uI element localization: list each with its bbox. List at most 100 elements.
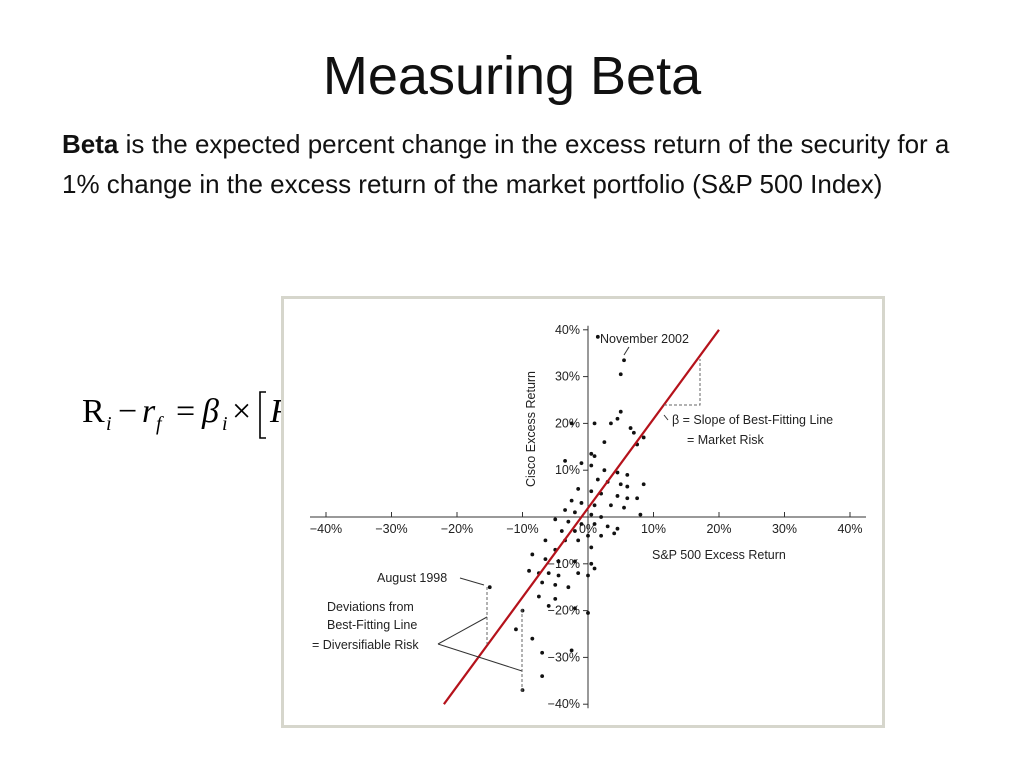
- data-point: [602, 440, 607, 445]
- y-tick-label: −10%: [548, 557, 580, 571]
- x-axis-label: S&P 500 Excess Return: [652, 548, 786, 562]
- data-point: [546, 571, 551, 576]
- best-fit-line: [443, 329, 720, 705]
- formula-r1: r: [142, 393, 156, 430]
- data-point: [573, 510, 577, 515]
- data-point: [579, 461, 584, 466]
- annotation-beta-2: = Market Risk: [687, 433, 765, 447]
- formula-R: R: [82, 393, 105, 430]
- formula-sub-i2: i: [222, 413, 228, 435]
- data-point: [618, 482, 623, 487]
- data-point: [569, 421, 574, 426]
- data-point: [602, 468, 607, 473]
- data-point: [487, 585, 492, 590]
- data-point: [566, 519, 571, 524]
- formula-equals: =: [176, 393, 195, 430]
- data-point: [569, 498, 574, 503]
- data-point: [589, 451, 594, 456]
- annotation-deviations-1: Deviations from: [327, 600, 414, 614]
- data-point: [543, 557, 548, 562]
- data-point: [609, 421, 613, 426]
- data-point: [563, 508, 567, 512]
- data-point: [576, 571, 581, 576]
- y-tick-label: −20%: [548, 604, 580, 618]
- y-tick-label: −40%: [548, 697, 580, 711]
- data-point: [573, 606, 577, 611]
- data-point: [543, 538, 548, 543]
- data-point: [540, 674, 545, 679]
- data-point: [546, 604, 551, 608]
- data-point: [573, 529, 577, 533]
- data-point: [622, 358, 626, 363]
- data-point: [589, 489, 594, 494]
- data-point: [576, 487, 581, 491]
- data-point: [573, 559, 577, 564]
- data-point: [638, 512, 643, 517]
- data-point: [615, 494, 620, 498]
- formula-minus1: −: [118, 393, 137, 430]
- data-point: [586, 611, 590, 615]
- data-point: [586, 573, 590, 578]
- data-point: [530, 552, 535, 557]
- data-point: [553, 597, 558, 601]
- data-point: [589, 463, 594, 468]
- data-point: [605, 524, 610, 529]
- data-point: [553, 582, 558, 587]
- data-point: [586, 533, 590, 538]
- x-tick-label: 0%: [579, 522, 597, 536]
- data-point: [622, 505, 626, 510]
- annotation-beta-1: β = Slope of Best-Fitting Line: [672, 413, 833, 427]
- data-point: [599, 515, 603, 519]
- y-tick-label: 10%: [555, 463, 580, 477]
- x-tick-label: −10%: [506, 522, 538, 536]
- data-point: [599, 533, 603, 538]
- y-tick-label: 30%: [555, 370, 580, 384]
- data-point: [609, 503, 613, 508]
- data-point: [566, 585, 571, 590]
- data-point: [563, 458, 567, 463]
- annotation-deviations-3: = Diversifiable Risk: [312, 638, 419, 652]
- data-point: [559, 529, 564, 533]
- data-point: [641, 482, 646, 487]
- data-point: [595, 477, 600, 482]
- y-tick-label: −30%: [548, 650, 580, 664]
- data-point: [615, 470, 620, 475]
- x-tick-label: −30%: [375, 522, 407, 536]
- data-point: [625, 496, 630, 501]
- data-point: [592, 503, 597, 508]
- data-point: [556, 573, 561, 578]
- data-point: [536, 594, 541, 599]
- data-point: [592, 454, 597, 459]
- y-axis-label: Cisco Excess Return: [524, 371, 538, 487]
- y-tick-label: 40%: [555, 323, 580, 337]
- data-point: [514, 627, 518, 632]
- data-point: [579, 522, 584, 526]
- data-point: [592, 522, 597, 526]
- data-point: [579, 501, 584, 505]
- november-2002-leader: [623, 346, 630, 356]
- scatter-chart: −40% −30% −20% −10% 0% 10% 20% 30% 40% −40%−30%−…: [310, 323, 866, 711]
- formula-times: ×: [232, 393, 251, 430]
- annotation-november-2002: November 2002: [600, 332, 689, 346]
- scatter-chart-frame: −40% −30% −20% −10% 0% 10% 20% 30% 40% −40% −30% −…: [281, 296, 885, 728]
- beta-definition-text: is the expected percent change in the ex…: [62, 129, 950, 199]
- formula-sub-i1: i: [106, 413, 112, 435]
- formula-left-bracket: [259, 391, 266, 439]
- data-point: [618, 409, 623, 414]
- data-point: [625, 472, 630, 477]
- data-point: [589, 545, 594, 550]
- data-point: [540, 580, 545, 585]
- beta-term: Beta: [62, 129, 119, 159]
- x-tick-label: −20%: [441, 522, 473, 536]
- data-point: [592, 421, 597, 426]
- x-ticks: −40% −30% −20% −10% 0% 10% 20% 30% 40%: [310, 512, 863, 536]
- data-point: [569, 648, 574, 653]
- data-point: [556, 559, 561, 564]
- beta-leader: [663, 414, 669, 421]
- data-point: [527, 568, 531, 573]
- annotation-august-1998: August 1998: [377, 571, 447, 585]
- data-point: [530, 636, 535, 641]
- data-point: [592, 566, 597, 571]
- data-point: [612, 531, 617, 536]
- x-tick-label: −40%: [310, 522, 342, 536]
